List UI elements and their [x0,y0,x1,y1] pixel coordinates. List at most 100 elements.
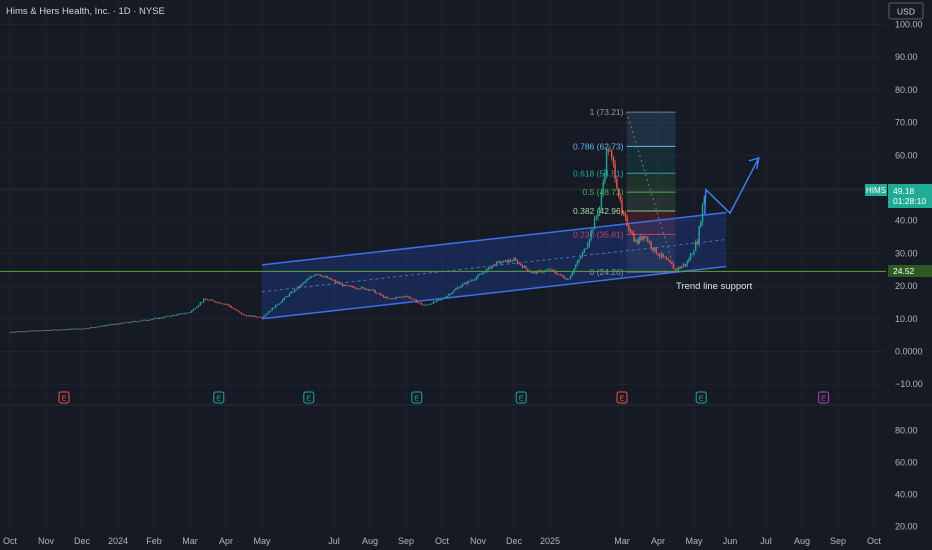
fibonacci-retracement[interactable]: 1 (73.21)0.786 (62.73)0.618 (54.51)0.5 (… [573,107,676,277]
candle-body [264,314,267,317]
fib-level-label: 0.618 (54.51) [573,168,624,178]
candle-body [665,257,668,260]
candle-body [386,296,388,299]
candle-body [192,308,195,311]
candle-body [482,272,484,274]
time-axis[interactable]: Oct Nov Dec 2024 Feb Mar Apr May Jul Aug Sep Oct Nov… [3,536,882,546]
price-tick-label: 60.00 [895,150,918,160]
channel-lower-line[interactable] [261,265,727,320]
time-tick-label: Oct [435,536,450,546]
lower-tick-label: 80.00 [895,426,918,436]
candle-body [693,250,695,254]
earnings-marker-icon[interactable] [58,391,70,404]
candle-body [305,279,308,282]
candle-body [324,276,327,278]
candle-body [648,241,651,243]
candle-body [506,260,508,263]
candle-body [446,295,448,298]
candle-body [371,289,373,291]
candle-body [660,253,663,257]
candle-body [79,328,81,330]
candle-body [564,278,567,280]
candle-body [412,298,414,300]
candle-body [393,298,395,300]
candle-body [273,307,275,309]
earnings-marker-icon[interactable] [303,391,315,404]
candle-body [501,262,503,264]
candle-body [552,269,555,271]
candle-body [201,301,203,303]
candle-body [468,281,471,282]
candle-body [467,281,469,284]
candle-body [657,253,659,256]
time-tick-label: Apr [651,536,665,546]
candle-body [197,305,200,307]
candle-body [443,298,445,300]
candle-body [451,292,453,294]
time-tick-label: Mar [182,536,198,546]
candle-body [33,330,35,332]
candle-body [475,277,477,280]
candle-body [635,240,637,242]
lower-pane-axis[interactable]: 20.00 40.00 60.00 80.00 [895,426,918,532]
candle-body [45,329,47,331]
candle-body [283,297,285,300]
candle-body [587,244,589,249]
candle-body [427,304,429,306]
time-tick-label: May [253,536,271,546]
candle-body [213,300,215,302]
candle-body [492,264,495,267]
candle-body [585,248,587,250]
earnings-marker-icon[interactable] [695,391,707,404]
candle-body [129,322,131,324]
candle-body [209,299,212,301]
candle-body [460,286,462,288]
candle-body [295,289,297,291]
drawings[interactable] [0,156,886,272]
candle-body [71,328,73,330]
candle-body [388,298,390,300]
candle-body [391,298,393,300]
candle-body [696,242,699,244]
candle-body [619,196,621,200]
candle-body [580,256,582,259]
candle-body [408,296,411,299]
candle-body [300,283,303,287]
candle-body [463,282,465,285]
candle-body [285,296,287,298]
currency-button[interactable]: USD [888,2,924,20]
candle-body [458,287,460,289]
parallel-channel[interactable] [261,211,727,320]
candle-body [479,274,481,276]
earnings-marker-icon[interactable] [411,391,423,404]
earnings-marker-icon[interactable] [515,391,527,404]
earnings-marker-icon[interactable] [213,391,225,404]
candle-body [245,315,248,317]
earnings-marker-icon[interactable] [818,391,830,404]
candle-body [168,315,171,317]
candle-body [568,279,570,280]
candle-body [533,271,536,273]
candle-body [671,262,673,265]
candle-body [537,270,539,274]
earnings-marker-icon[interactable] [616,391,628,404]
projection-arrow[interactable] [704,157,760,215]
candle-body [578,258,580,262]
candle-body [376,292,378,294]
channel-upper-line[interactable] [261,211,727,266]
candle-body [470,280,472,282]
candle-body [225,303,227,305]
candle-body [367,289,369,291]
candle-body [703,196,705,205]
candle-body [299,286,301,288]
candle-body [36,330,39,332]
candle-body [23,331,25,333]
earnings-marker-letter: E [61,394,66,403]
candle-body [249,315,251,317]
candle-body [304,281,306,283]
price-axis[interactable]: −10.000.000010.0020.0030.0040.0050.0060.… [895,20,923,390]
candle-body [554,270,556,273]
candle-body [105,325,107,327]
